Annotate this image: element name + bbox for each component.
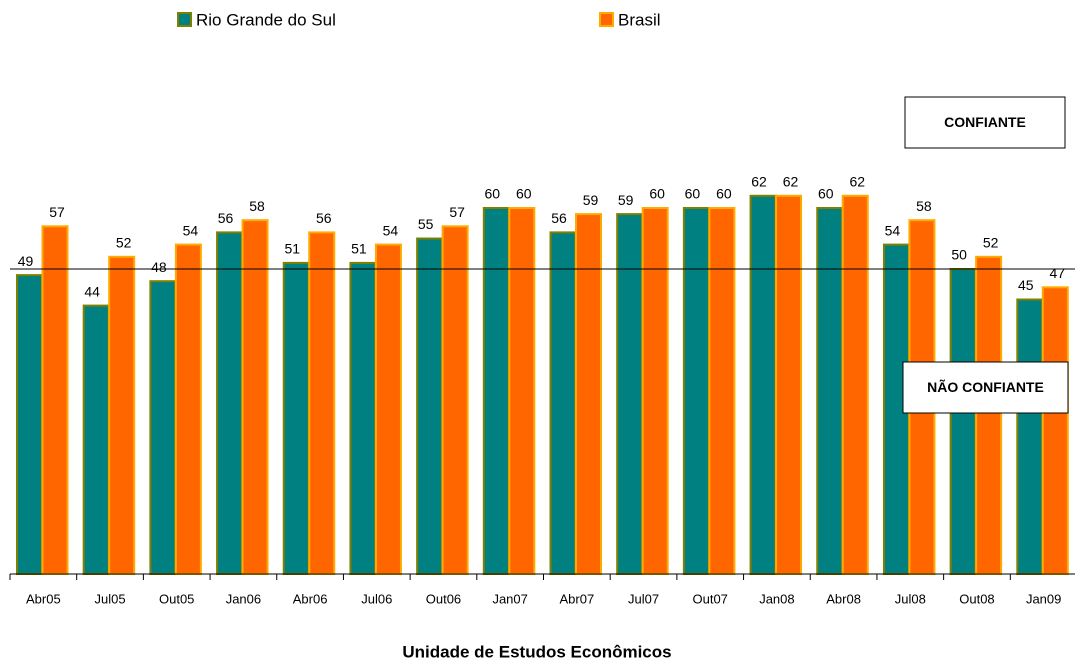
value-label: 56 <box>316 210 332 226</box>
bar <box>975 255 1003 575</box>
legend-swatch <box>177 12 192 27</box>
value-label: 54 <box>383 222 399 238</box>
annotation-box <box>904 96 1066 149</box>
bar <box>441 225 469 576</box>
value-label: 62 <box>751 174 767 190</box>
value-label: 58 <box>916 198 932 214</box>
legend-label: Rio Grande do Sul <box>196 10 336 29</box>
value-label: 51 <box>351 241 367 257</box>
bar <box>682 207 710 575</box>
value-label: 60 <box>818 186 834 202</box>
value-label: 54 <box>885 222 901 238</box>
x-tick-label: Jul08 <box>895 591 926 606</box>
value-label: 60 <box>485 186 501 202</box>
x-tick-label: Jul07 <box>628 591 659 606</box>
value-label: 59 <box>618 192 634 208</box>
value-label: 54 <box>183 222 199 238</box>
value-label: 58 <box>249 198 265 214</box>
bar <box>1016 298 1044 575</box>
value-label: 57 <box>49 204 65 220</box>
value-label: 60 <box>516 186 532 202</box>
bar <box>82 304 110 575</box>
bar <box>641 207 669 575</box>
footer: Unidade de Estudos Econômicos <box>402 642 671 661</box>
bar <box>482 207 510 575</box>
annotation: NÃO CONFIANTE <box>927 378 1044 395</box>
x-tick-label: Abr06 <box>293 591 328 606</box>
x-tick-label: Out05 <box>159 591 194 606</box>
x-tick-label: Out06 <box>426 591 461 606</box>
value-label: 44 <box>84 283 100 299</box>
bar <box>749 194 777 576</box>
bar <box>549 231 577 575</box>
x-tick-label: Jan08 <box>759 591 794 606</box>
value-label: 50 <box>951 247 967 263</box>
value-label: 62 <box>849 174 865 190</box>
value-label: 55 <box>418 216 434 232</box>
bar <box>241 219 269 575</box>
value-label: 60 <box>685 186 701 202</box>
x-tick-label: Jul05 <box>94 591 125 606</box>
value-label: 60 <box>649 186 665 202</box>
x-tick-label: Jul06 <box>361 591 392 606</box>
annotation-box <box>902 361 1069 414</box>
bar <box>816 207 844 575</box>
value-label: 45 <box>1018 277 1034 293</box>
value-label: 60 <box>716 186 732 202</box>
bar <box>216 231 244 575</box>
x-tick-label: Jan07 <box>492 591 527 606</box>
bar <box>575 213 602 575</box>
value-label: 49 <box>18 253 34 269</box>
bar <box>374 243 402 575</box>
bar <box>508 207 536 575</box>
value-label: 51 <box>284 241 300 257</box>
bar <box>841 194 869 576</box>
bar <box>616 213 644 575</box>
bar <box>775 194 803 576</box>
x-tick-label: Abr05 <box>26 591 61 606</box>
bar <box>708 207 736 575</box>
bar <box>16 274 43 575</box>
bar <box>282 261 310 575</box>
legend-label: Brasil <box>618 10 661 29</box>
value-label: 62 <box>783 174 799 190</box>
x-tick-label: Abr08 <box>826 591 861 606</box>
bar <box>41 225 69 576</box>
bar <box>308 231 336 575</box>
bar <box>108 255 136 575</box>
value-label: 52 <box>116 235 132 251</box>
value-label: 47 <box>1050 265 1066 281</box>
x-tick-label: Out07 <box>693 591 728 606</box>
x-tick-label: Abr07 <box>559 591 594 606</box>
bar <box>349 261 377 575</box>
bar <box>149 280 177 575</box>
x-tick-label: Jan06 <box>226 591 261 606</box>
annotation: CONFIANTE <box>944 114 1026 130</box>
value-label: 48 <box>151 259 167 275</box>
value-label: 56 <box>218 210 234 226</box>
value-label: 52 <box>983 235 999 251</box>
value-label: 56 <box>551 210 567 226</box>
bar <box>174 243 202 575</box>
x-tick-label: Out08 <box>959 591 994 606</box>
bar <box>416 237 444 575</box>
x-tick-label: Jan09 <box>1026 591 1061 606</box>
legend-swatch <box>599 12 614 27</box>
bar <box>1041 286 1069 575</box>
value-label: 57 <box>449 204 465 220</box>
bar <box>949 268 977 575</box>
value-label: 59 <box>583 192 599 208</box>
